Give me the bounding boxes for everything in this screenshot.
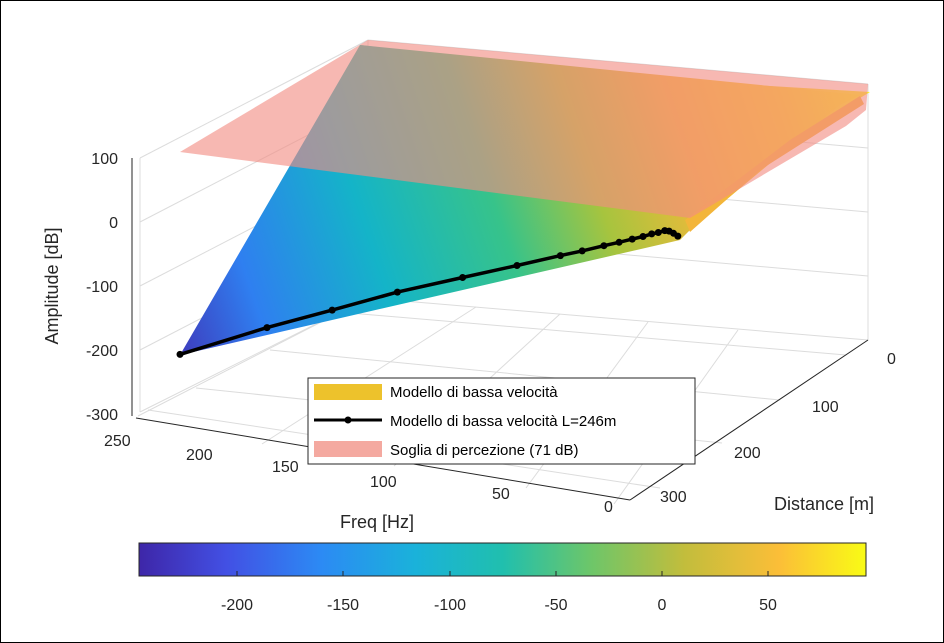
- y-axis-label: Distance [m]: [774, 494, 874, 514]
- colorbar-tick-label: 50: [759, 597, 777, 614]
- colorbar-gradient: [138, 542, 867, 577]
- colorbar: -200 -150 -100 -50 0 50: [138, 542, 867, 614]
- series-marker: [578, 247, 586, 255]
- line-series: [176, 227, 682, 358]
- legend-swatch-surface: [314, 384, 382, 400]
- colorbar-tick-label: -150: [327, 597, 359, 614]
- colorbar-tick-label: 0: [658, 597, 667, 614]
- y-tick-label: 200: [734, 445, 761, 462]
- z-tick-label: 100: [91, 151, 118, 168]
- series-marker: [628, 235, 636, 243]
- z-tick-label: -300: [86, 407, 118, 424]
- series-marker: [513, 262, 521, 269]
- y-tick-label: 0: [887, 351, 896, 368]
- legend-label: Modello di bassa velocità L=246m: [390, 413, 616, 430]
- legend: Modello di bassa velocità Modello di bas…: [307, 377, 696, 465]
- series-marker: [328, 306, 336, 314]
- series-marker: [639, 233, 647, 240]
- series-marker: [176, 350, 184, 358]
- z-tick-label: -200: [86, 343, 118, 360]
- x-tick-label: 150: [272, 459, 299, 476]
- series-marker: [615, 238, 623, 246]
- series-marker: [654, 229, 662, 236]
- series-marker: [263, 324, 271, 332]
- legend-label: Modello di bassa velocità: [390, 384, 558, 401]
- series-marker: [648, 230, 656, 238]
- x-axis-ticks: 250 200 150 100 50 0: [104, 433, 613, 516]
- colorbar-tick-label: -200: [221, 597, 253, 614]
- series-marker: [600, 242, 608, 250]
- series-marker: [556, 252, 564, 260]
- series-marker: [459, 274, 467, 281]
- x-tick-label: 250: [104, 433, 131, 450]
- colorbar-tick-label: -100: [434, 597, 466, 614]
- x-tick-label: 100: [370, 474, 397, 491]
- legend-swatch-marker: [344, 416, 352, 424]
- series-marker: [674, 232, 682, 240]
- legend-label: Soglia di percezione (71 dB): [390, 442, 578, 459]
- z-tick-label: -100: [86, 279, 118, 296]
- y-tick-label: 100: [812, 399, 839, 416]
- z-axis-label: Amplitude [dB]: [42, 227, 62, 344]
- y-tick-label: 300: [660, 489, 687, 506]
- colorbar-tick-label: -50: [544, 597, 567, 614]
- threshold-plane: [180, 40, 868, 218]
- y-axis-ticks: 0 100 200 300: [660, 351, 896, 506]
- x-axis-label: Freq [Hz]: [340, 512, 414, 532]
- z-tick-label: 0: [109, 215, 118, 232]
- x-tick-label: 0: [604, 499, 613, 516]
- series-marker: [393, 288, 401, 296]
- x-tick-label: 50: [492, 486, 510, 503]
- legend-swatch-threshold: [314, 441, 382, 457]
- x-tick-label: 200: [186, 447, 213, 464]
- z-axis-ticks: 100 0 -100 -200 -300: [86, 151, 118, 424]
